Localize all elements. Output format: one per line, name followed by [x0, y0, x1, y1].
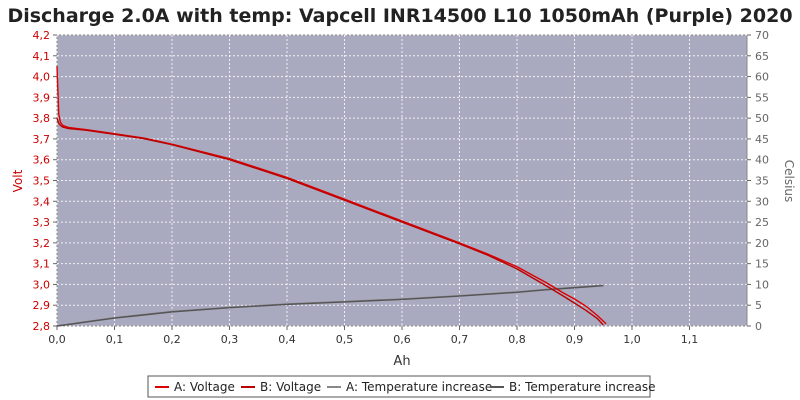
series-line-b-voltage: [56, 117, 604, 326]
x-tick-label: 0,1: [106, 333, 124, 346]
y-tick-label: 3,9: [33, 91, 51, 104]
x-tick-label: 0,6: [393, 333, 411, 346]
y-tick-label: 3,8: [33, 112, 51, 125]
y2-tick-label: 65: [755, 50, 769, 63]
y2-axis-ticks: 0 5 10 15 20 25 30 35 40 45 50 55 60 65 70: [747, 29, 769, 333]
y2-tick-label: 5: [755, 299, 762, 312]
series-line-a-voltage: [56, 66, 607, 325]
y-tick-label: 3,4: [33, 195, 51, 208]
legend-label-b-temperature-increase: B: Temperature increase: [509, 380, 656, 394]
y2-tick-label: 15: [755, 258, 769, 271]
y2-tick-label: 25: [755, 216, 769, 229]
y2-axis-label: Celsius: [782, 160, 796, 203]
x-tick-label: 1,0: [623, 333, 641, 346]
x-tick-label: 0,5: [336, 333, 354, 346]
y-tick-label: 2,9: [33, 299, 51, 312]
y-tick-label: 3,7: [33, 133, 51, 146]
y2-tick-label: 30: [755, 195, 769, 208]
legend-label-a-voltage: A: Voltage: [174, 380, 235, 394]
x-tick-label: 0,3: [221, 333, 239, 346]
y-tick-label: 3,3: [33, 216, 51, 229]
y2-tick-label: 10: [755, 278, 769, 291]
x-tick-label: 0,8: [508, 333, 526, 346]
x-axis-label: Ah: [393, 354, 410, 369]
x-tick-label: 0,4: [278, 333, 296, 346]
x-tick-label: 0,2: [163, 333, 181, 346]
y2-tick-label: 35: [755, 175, 769, 188]
y-tick-label: 4,1: [33, 50, 51, 63]
legend-label-a-temperature-increase: A: Temperature increase: [346, 380, 492, 394]
y2-tick-label: 40: [755, 154, 769, 167]
y-tick-label: 3,2: [33, 237, 51, 250]
y-axis-label: Volt: [11, 169, 25, 192]
y2-tick-label: 0: [755, 320, 762, 333]
legend-box: [147, 375, 651, 398]
y-tick-label: 3,0: [33, 278, 51, 291]
y2-tick-label: 50: [755, 112, 769, 125]
y-tick-label: 3,5: [33, 175, 51, 188]
series-line-b-temperature-increase: [56, 284, 604, 327]
y-tick-label: 3,6: [33, 154, 51, 167]
y2-tick-label: 45: [755, 133, 769, 146]
legend-label-b-voltage: B: Voltage: [260, 380, 321, 394]
y2-tick-label: 60: [755, 71, 769, 84]
x-tick-label: 0,9: [566, 333, 584, 346]
x-axis-ticks: 0,0 0,1 0,2 0,3 0,4 0,5 0,6 0,7 0,8 0,9 1,0 1,1: [48, 326, 698, 346]
y-tick-label: 3,1: [33, 258, 51, 271]
x-tick-label: 0,7: [451, 333, 469, 346]
y2-tick-label: 20: [755, 237, 769, 250]
chart-title: Discharge 2.0A with temp: Vapcell INR145…: [7, 5, 792, 27]
y-tick-label: 4,0: [33, 71, 51, 84]
x-tick-label: 1,1: [681, 333, 699, 346]
x-tick-label: 0,0: [48, 333, 66, 346]
y-axis-ticks: 2,8 2,9 3,0 3,1 3,2 3,3 3,4 3,5 3,6 3,7 3,8 3,9 4,0 4…: [33, 29, 57, 333]
series-layer: [56, 66, 607, 327]
y2-tick-label: 70: [755, 29, 769, 42]
y-tick-label: 2,8: [33, 320, 51, 333]
y2-tick-label: 55: [755, 91, 769, 104]
y-tick-label: 4,2: [33, 29, 51, 42]
legend: A: Voltage B: Voltage A: Temperature incre…: [147, 375, 656, 398]
